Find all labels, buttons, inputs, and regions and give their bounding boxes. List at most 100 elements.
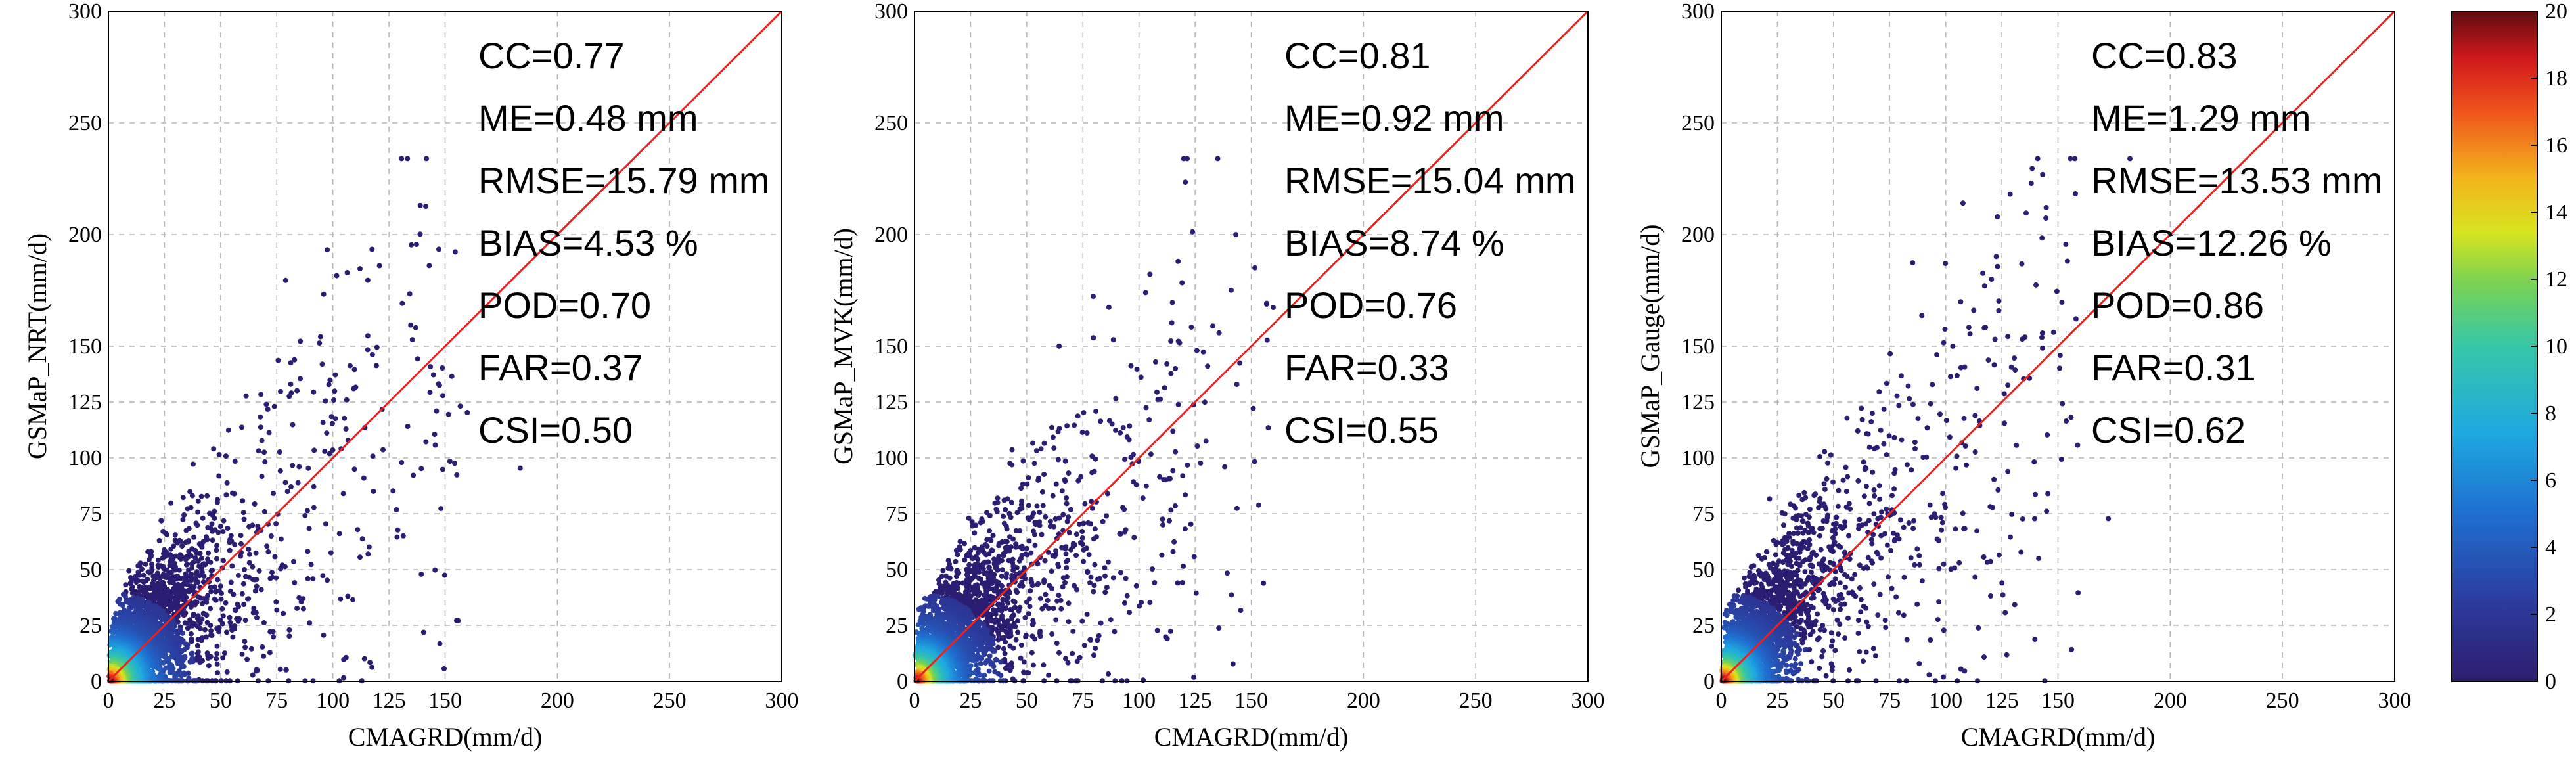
scatter-point: [1167, 628, 1173, 634]
scatter-point: [1179, 280, 1185, 286]
scatter-point: [355, 527, 361, 533]
scatter-point: [183, 556, 189, 562]
scatter-point: [133, 579, 139, 585]
scatter-point: [188, 604, 194, 610]
scatter-point: [1056, 564, 1062, 570]
scatter-point: [283, 667, 289, 673]
scatter-point: [1191, 554, 1197, 560]
y-tick-label: 75: [79, 502, 102, 526]
scatter-point: [995, 602, 1001, 608]
scatter-point: [198, 565, 204, 571]
scatter-point: [194, 571, 200, 577]
scatter-point: [158, 518, 164, 524]
scatter-point: [238, 533, 244, 538]
scatter-point: [187, 489, 193, 495]
scatter-point: [400, 533, 406, 539]
scatter-point: [225, 526, 231, 531]
scatter-point: [223, 600, 229, 606]
scatter-point: [1045, 597, 1051, 603]
scatter-point: [1066, 600, 1072, 606]
scatter-point: [366, 544, 372, 550]
scatter-point: [1013, 637, 1019, 643]
scatter-point: [1072, 583, 1077, 589]
scatter-point: [1027, 604, 1033, 610]
scatter-point: [307, 620, 313, 626]
scatter-point: [1056, 343, 1062, 349]
scatter-point: [1091, 536, 1096, 542]
scatter-point: [246, 524, 252, 530]
scatter-point: [1037, 596, 1043, 601]
scatter-point: [175, 660, 181, 666]
scatter-point: [1075, 413, 1081, 419]
y-tick-label: 200: [68, 223, 102, 247]
scatter-point: [986, 668, 992, 674]
scatter-point: [984, 543, 990, 549]
scatter-point: [1079, 618, 1085, 624]
scatter-point: [327, 451, 332, 457]
scatter-point: [1089, 470, 1095, 476]
scatter-point: [1091, 294, 1096, 300]
scatter-point: [1131, 535, 1137, 541]
scatter-point: [286, 627, 292, 633]
scatter-point: [1079, 529, 1085, 534]
scatter-point: [394, 534, 400, 540]
scatter-point: [940, 568, 946, 574]
scatter-point: [271, 403, 277, 409]
scatter-point: [266, 430, 272, 436]
scatter-point: [1064, 495, 1070, 501]
scatter-point: [1146, 417, 1152, 423]
scatter-point: [143, 561, 148, 567]
scatter-point: [953, 558, 959, 564]
scatter-point: [427, 390, 433, 395]
scatter-point: [215, 530, 221, 535]
scatter-point: [224, 669, 230, 675]
scatter-point: [331, 397, 337, 403]
scatter-point: [196, 594, 202, 600]
scatter-point: [1056, 593, 1062, 599]
scatter-point: [305, 465, 311, 471]
scatter-point: [261, 449, 267, 455]
y-tick-label: 25: [79, 614, 102, 638]
scatter-point: [1058, 606, 1064, 612]
scatter-point: [1003, 575, 1009, 581]
scatter-point: [1035, 561, 1041, 567]
x-tick-label: 0: [103, 689, 114, 713]
scatter-point: [1001, 646, 1006, 652]
scatter-point: [256, 568, 262, 574]
scatter-point: [417, 202, 423, 208]
scatter-point: [172, 673, 178, 679]
scatter-point: [1233, 232, 1239, 238]
scatter-point: [1113, 395, 1119, 401]
scatter-point: [1100, 518, 1106, 524]
scatter-point: [281, 610, 286, 616]
scatter-point: [200, 579, 206, 585]
scatter-point: [1064, 518, 1070, 524]
scatter-point: [343, 426, 349, 432]
scatter-point: [232, 541, 238, 547]
scatter-point: [1230, 661, 1236, 667]
stats-box-nrt: CC=0.77 ME=0.48 mm RMSE=15.79 mm BIAS=4.…: [478, 35, 770, 451]
scatter-point: [1054, 598, 1060, 604]
scatter-point: [240, 510, 246, 516]
scatter-point: [947, 575, 953, 581]
scatter-point: [1134, 367, 1140, 372]
scatter-point: [1029, 650, 1035, 656]
scatter-point: [183, 528, 189, 533]
scatter-point: [1188, 521, 1194, 527]
scatter-point: [1163, 634, 1169, 640]
scatter-point: [242, 639, 248, 644]
x-tick-label: 125: [373, 689, 406, 713]
scatter-point: [1013, 544, 1019, 550]
scatter-point: [1039, 606, 1045, 612]
scatter-point: [966, 562, 972, 568]
scatter-point: [1001, 514, 1006, 520]
scatter-point: [987, 653, 993, 659]
scatter-point: [120, 602, 125, 608]
scatter-point: [229, 563, 235, 569]
scatter-point: [1049, 568, 1054, 574]
scatter-point: [1035, 581, 1041, 587]
scatter-point: [1049, 424, 1054, 430]
scatter-point: [242, 644, 248, 650]
scatter-point: [227, 588, 233, 594]
